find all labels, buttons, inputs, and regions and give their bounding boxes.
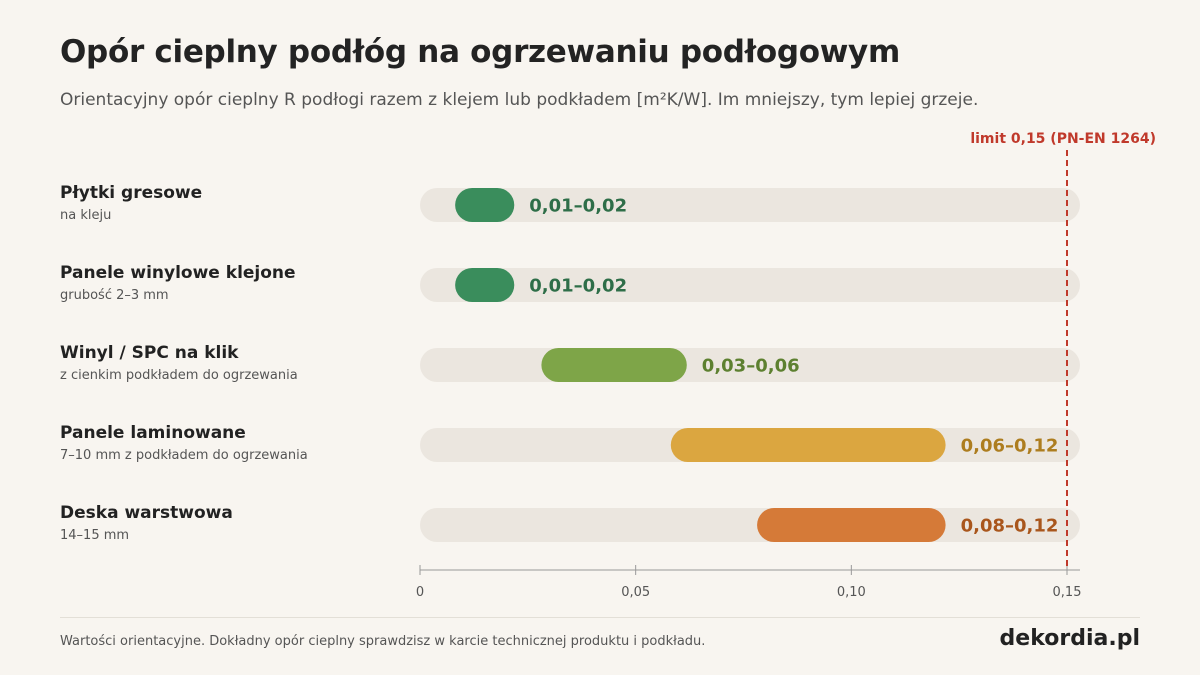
row-name: Deska warstwowa [60, 503, 233, 523]
row-subtitle: 14–15 mm [60, 528, 130, 543]
page-title: Opór cieplny podłóg na ogrzewaniu podłog… [60, 34, 900, 70]
row-label: Płytki gresowe na kleju [60, 183, 202, 223]
bar-track [420, 188, 1080, 222]
footer-divider [60, 617, 1140, 618]
data-label: 0,03–0,06 [702, 356, 800, 377]
data-label: 0,01–0,02 [529, 196, 627, 217]
range-bar [455, 268, 515, 302]
page-subtitle: Orientacyjny opór cieplny R podłogi raze… [60, 90, 979, 110]
row-name: Panele laminowane [60, 423, 246, 443]
x-tick-label: 0 [416, 585, 424, 600]
limit-label: limit 0,15 (PN-EN 1264) [970, 131, 1156, 147]
footnote: Wartości orientacyjne. Dokładny opór cie… [60, 634, 706, 649]
row-label: Panele winylowe klejone grubość 2–3 mm [60, 263, 296, 303]
bar-track [420, 268, 1080, 302]
row-name: Panele winylowe klejone [60, 263, 296, 283]
x-tick-label: 0,05 [621, 585, 650, 600]
range-bar [541, 348, 687, 382]
data-label: 0,01–0,02 [529, 276, 627, 297]
data-label: 0,08–0,12 [961, 516, 1059, 537]
brand-logo-text: dekordia.pl [999, 626, 1140, 651]
row-label: Panele laminowane 7–10 mm z podkładem do … [60, 423, 308, 463]
x-tick-label: 0,10 [837, 585, 866, 600]
row-subtitle: z cienkim podkładem do ogrzewania [60, 368, 298, 383]
row-subtitle: grubość 2–3 mm [60, 288, 169, 303]
range-bar [670, 428, 946, 462]
row-name: Płytki gresowe [60, 183, 203, 203]
row-subtitle: na kleju [60, 208, 112, 223]
range-bar [455, 188, 515, 222]
row-label: Deska warstwowa 14–15 mm [60, 503, 233, 543]
row-label: Winyl / SPC na klik z cienkim podkładem d… [60, 343, 298, 383]
x-tick-label: 0,15 [1053, 585, 1082, 600]
row-subtitle: 7–10 mm z podkładem do ogrzewania [60, 448, 308, 463]
data-label: 0,06–0,12 [961, 436, 1059, 457]
range-bar [757, 508, 946, 542]
row-name: Winyl / SPC na klik [60, 343, 239, 363]
